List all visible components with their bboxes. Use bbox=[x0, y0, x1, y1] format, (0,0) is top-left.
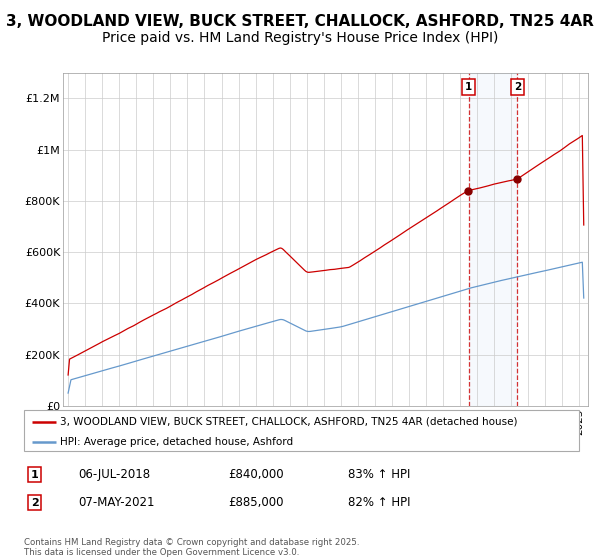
Text: Price paid vs. HM Land Registry's House Price Index (HPI): Price paid vs. HM Land Registry's House … bbox=[102, 31, 498, 45]
Text: 1: 1 bbox=[465, 82, 472, 92]
FancyBboxPatch shape bbox=[24, 410, 579, 451]
Text: 06-JUL-2018: 06-JUL-2018 bbox=[78, 468, 150, 482]
Text: £885,000: £885,000 bbox=[228, 496, 284, 510]
Text: HPI: Average price, detached house, Ashford: HPI: Average price, detached house, Ashf… bbox=[60, 437, 293, 447]
Text: 2: 2 bbox=[514, 82, 521, 92]
Text: Contains HM Land Registry data © Crown copyright and database right 2025.
This d: Contains HM Land Registry data © Crown c… bbox=[24, 538, 359, 557]
Text: 83% ↑ HPI: 83% ↑ HPI bbox=[348, 468, 410, 482]
Text: 3, WOODLAND VIEW, BUCK STREET, CHALLOCK, ASHFORD, TN25 4AR: 3, WOODLAND VIEW, BUCK STREET, CHALLOCK,… bbox=[6, 14, 594, 29]
Text: 3, WOODLAND VIEW, BUCK STREET, CHALLOCK, ASHFORD, TN25 4AR (detached house): 3, WOODLAND VIEW, BUCK STREET, CHALLOCK,… bbox=[60, 417, 518, 427]
Bar bbox=[469, 73, 517, 406]
Text: 82% ↑ HPI: 82% ↑ HPI bbox=[348, 496, 410, 510]
Text: £840,000: £840,000 bbox=[228, 468, 284, 482]
Text: 07-MAY-2021: 07-MAY-2021 bbox=[78, 496, 155, 510]
Text: 2: 2 bbox=[31, 498, 38, 508]
Text: 1: 1 bbox=[31, 470, 38, 480]
